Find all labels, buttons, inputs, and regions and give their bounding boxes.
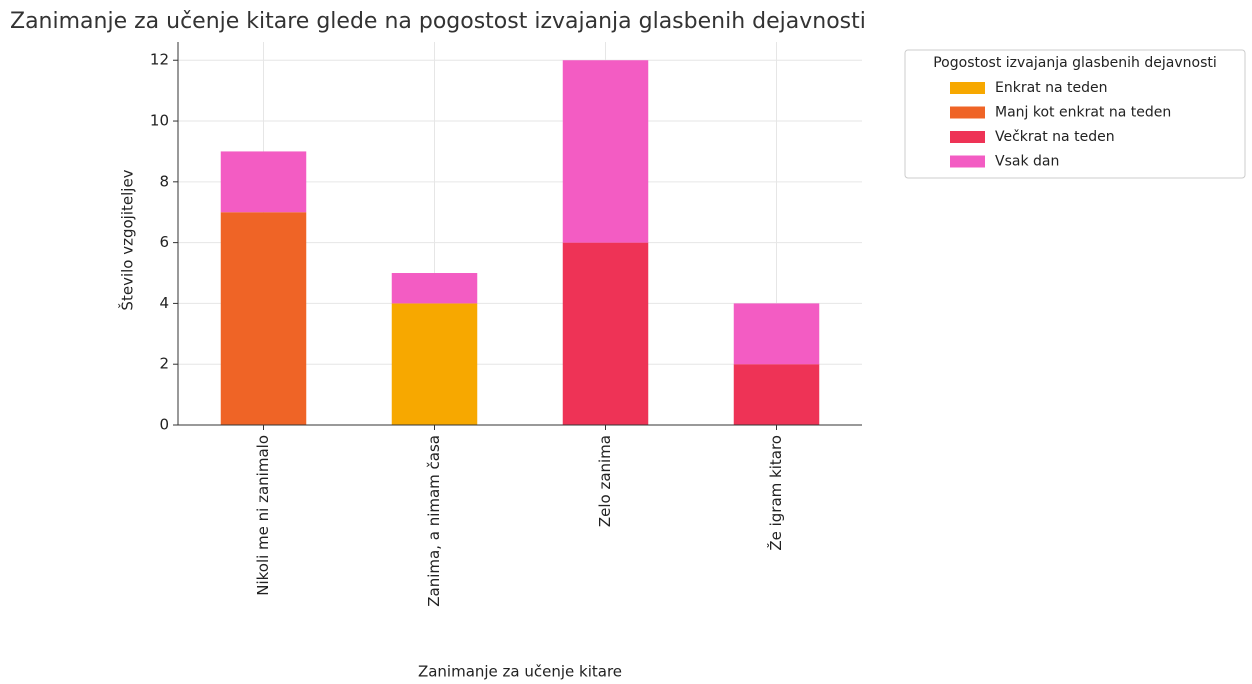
x-axis-label: Zanimanje za učenje kitare [418, 663, 622, 681]
bar-segment [391, 303, 478, 425]
bar-segment [733, 364, 820, 425]
bar-segment [391, 273, 478, 304]
legend-swatch [950, 131, 985, 143]
legend-title: Pogostost izvajanja glasbenih dejavnosti [933, 55, 1217, 71]
legend-swatch [950, 82, 985, 94]
legend-label: Večkrat na teden [995, 129, 1115, 145]
y-axis-label: Število vzgojiteljev [118, 169, 137, 310]
legend-swatch [950, 155, 985, 168]
bar-segment [220, 212, 307, 425]
y-tick-label: 0 [159, 416, 169, 434]
x-tick-label: Zanima, a nimam časa [425, 435, 443, 607]
y-tick-label: 10 [150, 112, 169, 130]
legend-swatch [950, 106, 985, 119]
y-tick-label: 8 [159, 172, 169, 190]
x-tick-label: Že igram kitaro [766, 435, 785, 551]
legend-label: Manj kot enkrat na teden [995, 105, 1171, 121]
bar-segment [562, 242, 649, 425]
chart-title: Zanimanje za učenje kitare glede na pogo… [10, 9, 866, 34]
x-tick-label: Zelo zanima [596, 435, 614, 527]
legend-label: Vsak dan [995, 154, 1059, 170]
legend-box [904, 49, 1246, 179]
bar-segment [562, 60, 649, 243]
x-tick-label: Nikoli me ni zanimalo [254, 435, 272, 596]
y-tick-label: 2 [159, 355, 169, 373]
bar-segment [733, 303, 820, 365]
bar-segment [220, 151, 307, 213]
y-tick-label: 4 [159, 294, 169, 312]
y-tick-label: 6 [159, 233, 169, 251]
legend-label: Enkrat na teden [995, 80, 1107, 96]
y-tick-label: 12 [150, 51, 169, 69]
